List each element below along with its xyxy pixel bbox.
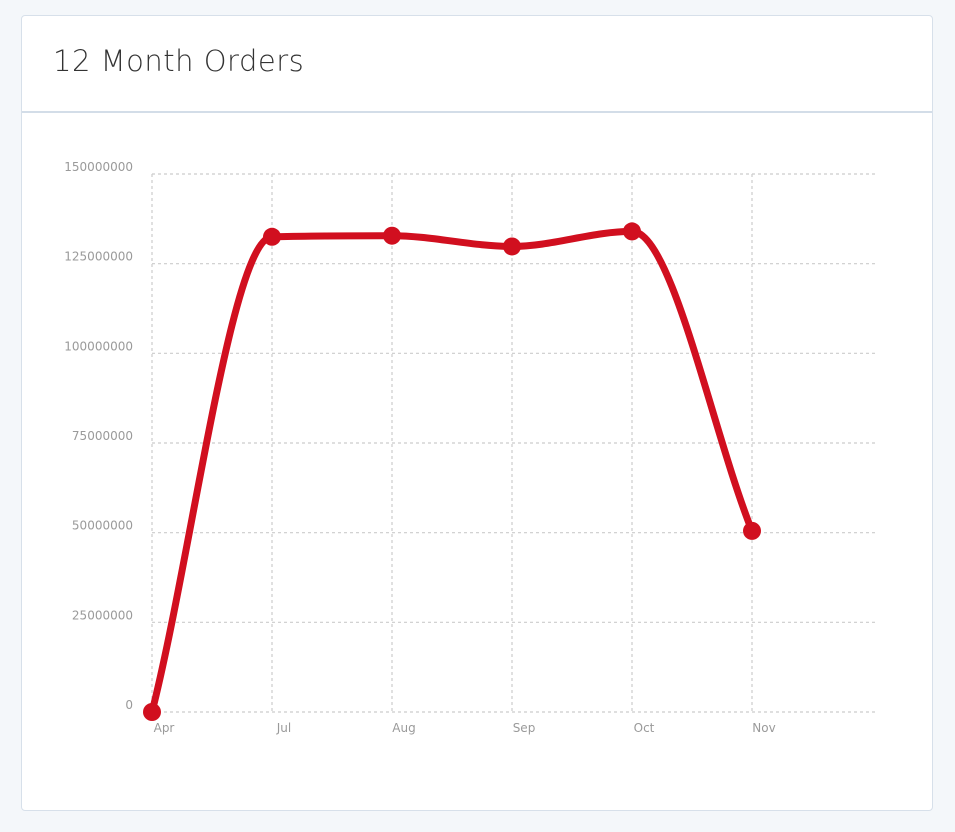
y-tick-label: 150000000 (64, 160, 133, 174)
series-line (148, 227, 756, 716)
data-point[interactable] (503, 237, 521, 256)
orders-card: 12 Month Orders 0 25000000 50000000 7500000… (21, 15, 933, 811)
data-point[interactable] (623, 222, 641, 241)
x-tick-label: Jul (276, 721, 291, 735)
orders-line-chart: 0 25000000 50000000 75000000 100000000 125000… (64, 160, 877, 735)
x-tick-label: Oct (634, 721, 655, 735)
data-point[interactable] (143, 703, 161, 721)
y-tick-label: 50000000 (72, 519, 133, 533)
x-tick-label: Nov (752, 721, 775, 735)
card-title: 12 Month Orders (53, 44, 305, 78)
y-tick-label: 75000000 (72, 429, 133, 443)
data-point[interactable] (383, 226, 401, 245)
y-tick-label: 125000000 (64, 250, 133, 264)
data-point[interactable] (743, 521, 761, 540)
y-tick-label: 25000000 (72, 608, 133, 622)
x-tick-label: Apr (154, 721, 175, 735)
y-tick-label: 100000000 (64, 339, 133, 353)
data-point[interactable] (263, 227, 281, 246)
x-tick-label: Sep (513, 721, 536, 735)
y-tick-label: 0 (125, 698, 133, 712)
x-tick-label: Aug (392, 721, 415, 735)
card-header: 12 Month Orders (22, 16, 932, 113)
